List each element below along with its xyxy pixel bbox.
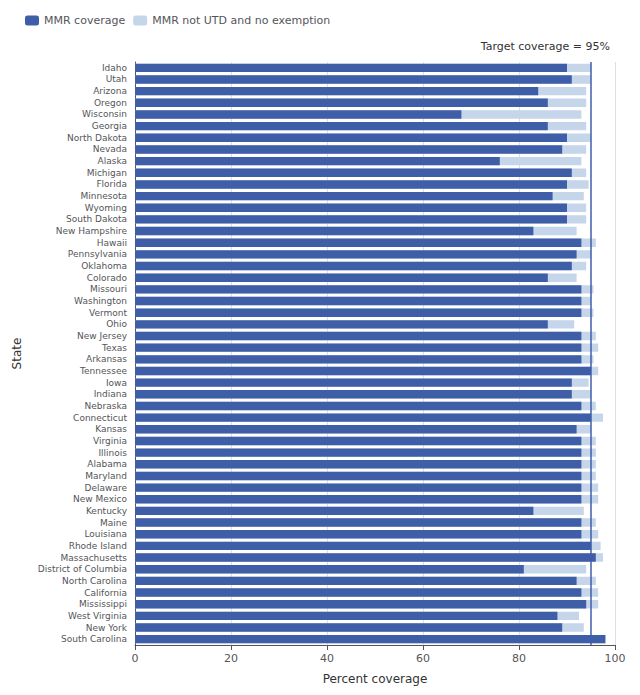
svg-text:New Mexico: New Mexico [73,494,127,504]
svg-text:Nebraska: Nebraska [85,401,127,411]
svg-text:Iowa: Iowa [106,378,127,388]
svg-text:Delaware: Delaware [85,483,128,493]
svg-text:Arkansas: Arkansas [86,354,127,364]
svg-text:Alabama: Alabama [87,459,127,469]
svg-text:New York: New York [86,623,128,633]
svg-text:Wyoming: Wyoming [85,203,127,213]
svg-text:Indiana: Indiana [94,389,127,399]
svg-text:MMR coverage: MMR coverage [44,14,125,27]
svg-text:New Hampshire: New Hampshire [56,226,128,236]
svg-text:Minnesota: Minnesota [81,191,127,201]
svg-text:Nevada: Nevada [93,144,127,154]
svg-text:Percent coverage: Percent coverage [323,672,428,686]
svg-text:Alaska: Alaska [98,156,127,166]
svg-text:New Jersey: New Jersey [77,331,128,341]
svg-text:Rhode Island: Rhode Island [69,541,127,551]
svg-text:Michigan: Michigan [87,168,127,178]
svg-text:Illinois: Illinois [98,448,127,458]
svg-text:Oklahoma: Oklahoma [81,261,127,271]
svg-text:North Carolina: North Carolina [62,576,127,586]
svg-text:Kansas: Kansas [95,424,127,434]
svg-text:Hawaii: Hawaii [97,238,127,248]
svg-text:100: 100 [605,652,626,665]
svg-text:Colorado: Colorado [87,273,128,283]
svg-text:Vermont: Vermont [89,308,128,318]
svg-text:Kentucky: Kentucky [86,506,128,516]
svg-text:Tennessee: Tennessee [79,366,127,376]
svg-text:State: State [10,338,24,370]
svg-text:Arizona: Arizona [93,86,127,96]
svg-text:Pennsylvania: Pennsylvania [68,249,127,259]
svg-text:Wisconsin: Wisconsin [82,109,127,119]
svg-text:MMR not UTD and no exemption: MMR not UTD and no exemption [152,14,330,27]
svg-text:Louisiana: Louisiana [85,529,128,539]
svg-text:Missouri: Missouri [90,284,127,294]
svg-text:Florida: Florida [96,179,127,189]
svg-text:Texas: Texas [101,343,127,353]
svg-text:District of Columbia: District of Columbia [38,564,127,574]
svg-text:West Virginia: West Virginia [68,611,127,621]
svg-text:Georgia: Georgia [92,121,127,131]
svg-text:California: California [84,588,127,598]
svg-text:Virginia: Virginia [93,436,127,446]
svg-text:Oregon: Oregon [94,98,127,108]
svg-text:40: 40 [320,652,334,665]
svg-text:Connecticut: Connecticut [73,413,127,423]
svg-text:South Dakota: South Dakota [66,214,127,224]
svg-text:Maine: Maine [100,518,127,528]
svg-text:0: 0 [132,652,139,665]
svg-text:Utah: Utah [106,74,127,84]
svg-text:20: 20 [224,652,238,665]
svg-text:South Carolina: South Carolina [61,634,127,644]
svg-text:Idaho: Idaho [102,63,128,73]
svg-text:Massachusetts: Massachusetts [60,553,127,563]
svg-text:North Dakota: North Dakota [67,133,127,143]
svg-text:Maryland: Maryland [85,471,127,481]
svg-text:80: 80 [512,652,526,665]
svg-text:Mississippi: Mississippi [79,599,127,609]
svg-text:Target coverage = 95%: Target coverage = 95% [480,40,610,53]
svg-text:60: 60 [416,652,430,665]
svg-text:Washington: Washington [74,296,127,306]
svg-text:Ohio: Ohio [106,319,127,329]
